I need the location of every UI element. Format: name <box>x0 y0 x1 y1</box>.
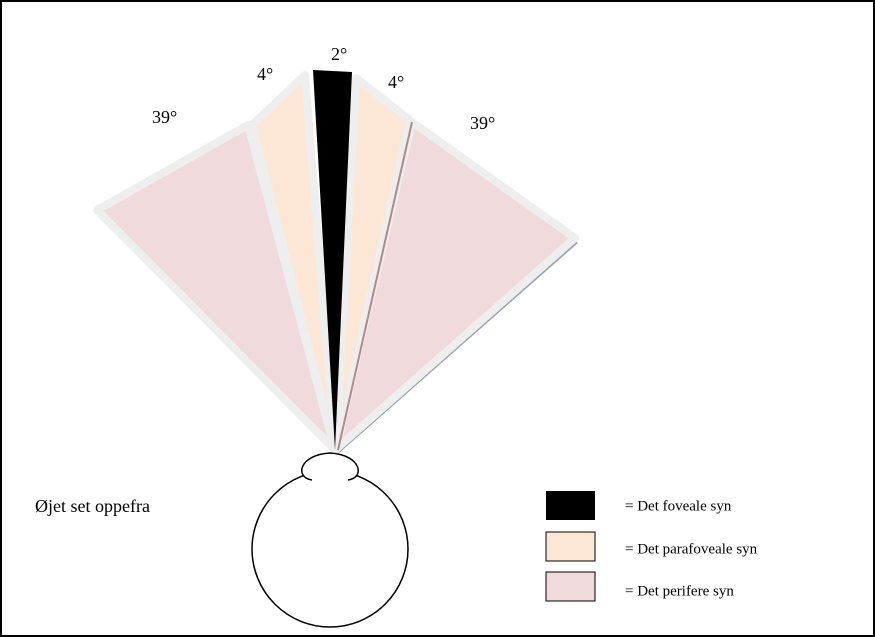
legend-label: = Det perifere syn <box>625 583 734 599</box>
angle-label: 4° <box>257 64 273 84</box>
parafoveal-right <box>332 74 414 454</box>
edge <box>337 121 413 451</box>
fovea <box>313 70 352 450</box>
eye <box>251 470 409 628</box>
legend-swatch <box>545 571 596 602</box>
parafoveal-left <box>248 71 339 454</box>
cornea <box>301 452 359 481</box>
angle-label: 2° <box>331 44 347 64</box>
angle-label: 39° <box>470 113 495 133</box>
legend-swatch <box>546 491 595 520</box>
angle-label: 4° <box>388 72 404 92</box>
legend-swatch <box>545 531 596 562</box>
angle-label: 39° <box>152 107 177 127</box>
legend-label: = Det foveale syn <box>625 498 732 514</box>
legend-label: = Det parafoveale syn <box>625 541 758 557</box>
eye-label: Øjet set oppefra <box>35 496 150 516</box>
